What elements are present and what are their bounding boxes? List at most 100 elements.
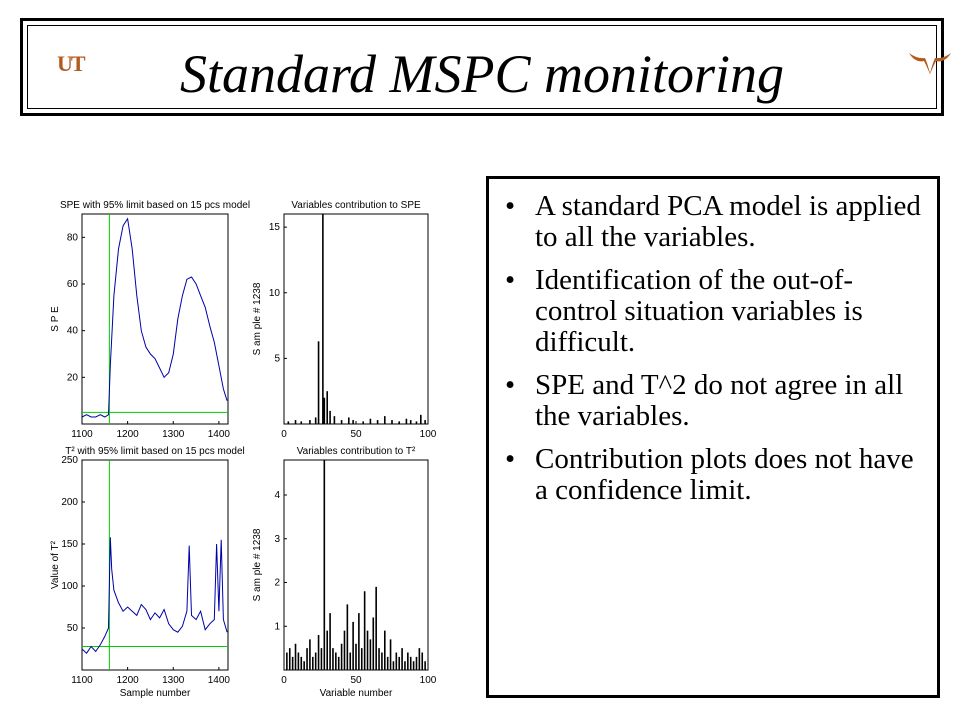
contribution-bar <box>329 410 331 424</box>
y-tick-label: 10 <box>269 288 281 299</box>
contribution-bar <box>421 652 424 670</box>
contribution-bar <box>322 214 324 424</box>
y-axis-label: S am ple # 1238 <box>252 282 263 355</box>
t2-contribution-bar-chart: Variables contribution to T² Variable num… <box>252 446 437 699</box>
contribution-bar <box>312 656 314 670</box>
contribution-bar <box>317 635 320 670</box>
y-tick-label: 2 <box>274 578 280 589</box>
contribution-bar <box>395 652 398 670</box>
x-tick-label: 1100 <box>71 429 93 440</box>
x-tick-label: 1200 <box>117 675 140 686</box>
contribution-bar <box>320 648 323 670</box>
bullet-item: Contribution plots does not have a confi… <box>505 444 937 506</box>
plot-frame <box>81 213 229 425</box>
y-axis-label: Value of T² <box>50 540 61 589</box>
plot-frame <box>81 459 229 671</box>
contribution-bar <box>306 648 308 670</box>
y-tick-label: 1 <box>274 621 280 632</box>
chart-title: Variables contribution to T² <box>297 446 416 457</box>
bullet-item: A standard PCA model is applied to all t… <box>505 191 937 253</box>
contribution-bar <box>309 420 311 424</box>
contribution-bar <box>287 421 290 424</box>
contribution-bar <box>366 630 369 670</box>
x-tick-label: 100 <box>420 429 437 440</box>
plot-frame <box>283 459 429 671</box>
contribution-bar <box>340 420 343 424</box>
contribution-bar <box>300 656 303 670</box>
x-tick-label: 1300 <box>162 675 185 686</box>
contribution-bar <box>286 652 288 670</box>
x-axis-label: Sample number <box>120 688 191 699</box>
t2-line-chart: T² with 95% limit based on 15 pcs model S… <box>50 446 245 699</box>
contribution-bar <box>355 643 357 670</box>
x-tick-label: 50 <box>350 675 362 686</box>
y-tick-label: 80 <box>67 232 79 243</box>
contribution-bar <box>323 397 326 424</box>
contribution-bar <box>415 421 418 424</box>
contribution-bar <box>418 648 421 670</box>
x-tick-label: 1100 <box>71 675 93 686</box>
contribution-bar <box>337 656 340 670</box>
bullet-box: A standard PCA model is applied to all t… <box>486 176 940 698</box>
contribution-bar <box>362 421 364 424</box>
contribution-bar <box>309 639 311 670</box>
contribution-bar <box>314 652 317 670</box>
plot-frame <box>283 213 429 425</box>
y-tick-label: 20 <box>67 372 79 383</box>
contribution-bar <box>398 421 400 424</box>
title-frame-inner-border <box>27 25 937 109</box>
series-line <box>81 537 228 654</box>
contribution-bar <box>333 416 336 424</box>
contribution-bar <box>291 656 294 670</box>
contribution-bar <box>401 648 403 670</box>
y-tick-label: 50 <box>67 623 79 634</box>
y-tick-label: 3 <box>274 534 280 545</box>
charts-panel: SPE with 95% limit based on 15 pcs model… <box>50 200 437 699</box>
contribution-bar <box>372 617 375 670</box>
slide-title: Standard MSPC monitoring <box>179 44 785 104</box>
contribution-bar <box>412 661 415 670</box>
y-tick-label: 15 <box>269 222 281 233</box>
contribution-bar <box>363 591 366 670</box>
contribution-bar <box>424 661 426 670</box>
contribution-bar <box>360 648 363 670</box>
longhorn-logo-icon <box>909 53 951 74</box>
contribution-bar <box>317 341 320 424</box>
contribution-bar <box>405 418 408 424</box>
y-tick-label: 60 <box>67 279 79 290</box>
x-tick-label: 1400 <box>208 675 231 686</box>
contribution-bar <box>407 652 409 670</box>
contribution-bar <box>349 652 352 670</box>
title-frame: UT Standard MSPC monitoring <box>20 18 951 116</box>
contribution-bar <box>294 420 297 424</box>
contribution-bar <box>323 460 326 670</box>
contribution-bar <box>376 420 379 424</box>
x-tick-label: 1200 <box>117 429 140 440</box>
contribution-bar <box>303 661 305 670</box>
y-tick-label: 150 <box>61 539 78 550</box>
y-tick-label: 100 <box>61 581 78 592</box>
contribution-bar <box>384 416 386 424</box>
x-tick-label: 1400 <box>208 429 231 440</box>
contribution-bar <box>300 421 303 424</box>
contribution-bar <box>340 643 343 670</box>
contribution-bar <box>343 630 346 670</box>
contribution-bar <box>288 648 291 670</box>
y-tick-label: 250 <box>61 455 78 466</box>
contribution-bar <box>415 656 418 670</box>
contribution-bar <box>352 420 354 424</box>
contribution-bar <box>424 420 426 424</box>
bullet-item: SPE and T^2 do not agree in all the vari… <box>505 370 937 432</box>
chart-title: Variables contribution to SPE <box>291 200 421 211</box>
contribution-bar <box>375 586 377 670</box>
contribution-bar <box>335 652 337 670</box>
x-tick-label: 0 <box>281 675 287 686</box>
y-tick-label: 200 <box>61 497 78 508</box>
contribution-bar <box>358 613 360 670</box>
contribution-bar <box>314 417 317 424</box>
contribution-bar <box>329 613 331 670</box>
bullet-item: Identification of the out-of-control sit… <box>505 265 937 358</box>
chart-title: T² with 95% limit based on 15 pcs model <box>65 446 245 457</box>
x-tick-label: 1300 <box>162 429 185 440</box>
spe-contribution-bar-chart: Variables contribution to SPE S am ple # … <box>252 200 437 440</box>
